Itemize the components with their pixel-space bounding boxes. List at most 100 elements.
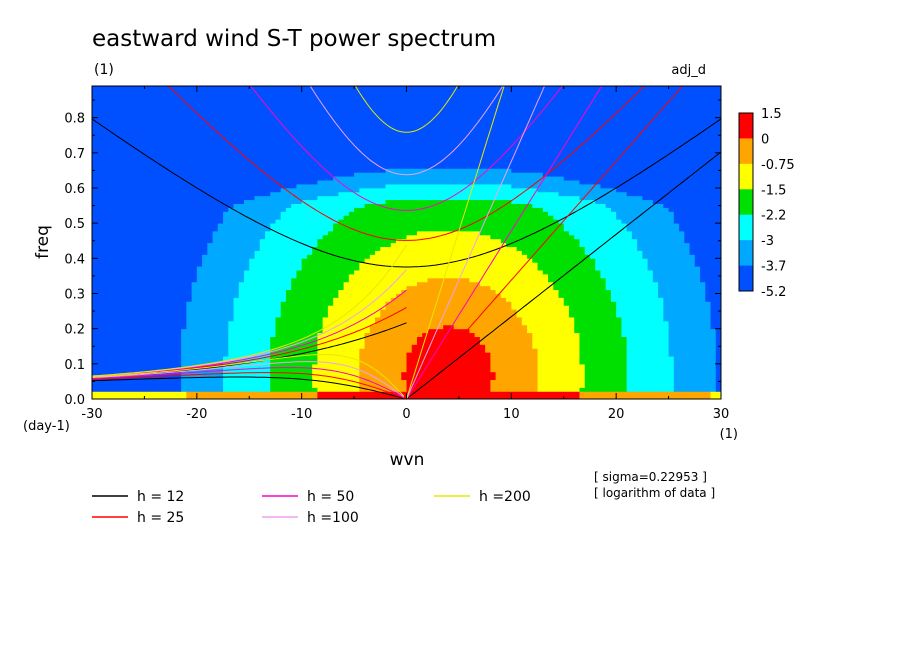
y-tick-label: 0.5 xyxy=(64,217,85,232)
contour-band-cell xyxy=(92,117,721,122)
contour-band-cell xyxy=(390,297,507,302)
chart-title: eastward wind S-T power spectrum xyxy=(92,26,496,52)
contour-band-cell xyxy=(689,246,721,251)
colorbar-swatch xyxy=(739,138,753,165)
contour-band-cell xyxy=(92,129,721,134)
dispersion-curve xyxy=(309,86,504,176)
contour-band-cell xyxy=(568,305,617,310)
contour-band-cell xyxy=(228,336,271,341)
contour-band-cell xyxy=(574,320,622,326)
contour-band-cell xyxy=(673,379,717,384)
contour-band-cell xyxy=(469,277,549,283)
contour-band-cell xyxy=(668,336,717,341)
contour-band-cell xyxy=(296,269,355,275)
contour-band-cell xyxy=(616,312,664,318)
contour-band-cell xyxy=(584,246,638,251)
contour-band-cell xyxy=(196,277,245,283)
contour-band-cell xyxy=(228,332,277,337)
contour-band-cell xyxy=(317,387,360,392)
contour-band-cell xyxy=(359,355,408,361)
contour-band-cell xyxy=(92,328,182,334)
contour-band-cell xyxy=(327,230,418,236)
contour-band-cell xyxy=(312,363,360,369)
contour-band-cell xyxy=(291,277,350,283)
contour-band-cell xyxy=(610,207,670,212)
contour-band-cell xyxy=(684,238,721,244)
contour-band-cell xyxy=(710,305,721,310)
contour-band-cell xyxy=(715,340,721,345)
contour-band-cell xyxy=(92,230,214,236)
contour-band-cell xyxy=(92,269,198,275)
colorbar-label: 1.5 xyxy=(761,107,782,122)
contour-band-cell xyxy=(563,222,628,228)
contour-band-cell xyxy=(605,203,664,208)
contour-band-cell xyxy=(223,219,277,224)
contour-band-cell xyxy=(396,238,502,244)
contour-band-cell xyxy=(705,297,721,302)
contour-band-cell xyxy=(595,258,649,263)
contour-band-cell xyxy=(296,183,387,189)
contour-band-cell xyxy=(663,316,712,322)
contour-band-cell xyxy=(202,254,256,259)
contour-band-cell xyxy=(626,375,675,381)
contour-band-cell xyxy=(673,215,721,220)
contour-band-cell xyxy=(275,316,324,322)
contour-band-cell xyxy=(317,332,366,337)
contour-band-cell xyxy=(637,242,691,248)
contour-band-cell xyxy=(312,383,360,388)
contour-band-cell xyxy=(616,211,675,216)
contour-band-cell xyxy=(92,144,721,150)
contour-band-cell xyxy=(181,344,229,349)
contour-band-cell xyxy=(537,383,586,388)
contour-band-cell xyxy=(212,234,266,240)
y-tick-label: 0.6 xyxy=(64,182,85,197)
contour-band-cell xyxy=(92,293,193,298)
contour-band-cell xyxy=(254,195,318,201)
contour-band-cell xyxy=(663,309,712,314)
contour-band-cell xyxy=(301,199,387,204)
contour-band-cell xyxy=(270,363,313,369)
y-tick-label: 0.0 xyxy=(64,393,85,408)
contour-band-cell xyxy=(537,187,617,193)
contour-band-cell xyxy=(348,277,429,283)
contour-band-cell xyxy=(537,262,596,267)
contour-band-cell xyxy=(280,305,329,310)
contour-band-cell xyxy=(317,340,366,345)
contour-band-cell xyxy=(233,309,282,314)
x-axis-label: wvn xyxy=(390,450,425,470)
contour-band-cell xyxy=(92,207,229,212)
contour-band-cell xyxy=(579,359,628,365)
contour-band-cell xyxy=(322,234,408,240)
contour-band-cell xyxy=(521,316,575,322)
contour-band-cell xyxy=(401,371,497,377)
contour-band-cell xyxy=(568,309,617,314)
contour-band-cell xyxy=(186,309,235,314)
contour-band-cell xyxy=(542,269,602,275)
contour-band-cell xyxy=(259,242,318,248)
contour-band-cell xyxy=(621,328,670,334)
contour-band-cell xyxy=(270,367,313,373)
contour-band-cell xyxy=(621,324,670,330)
contour-band-cell xyxy=(186,312,235,318)
contour-band-cell xyxy=(359,187,539,193)
contour-band-cell xyxy=(616,215,675,220)
contour-band-cell xyxy=(92,215,224,220)
contour-band-cell xyxy=(715,352,721,357)
dispersion-curve xyxy=(354,86,459,133)
contour-band-cell xyxy=(422,332,476,337)
contour-band-cell xyxy=(579,352,628,357)
contour-band-cell xyxy=(652,269,701,275)
contour-band-cell xyxy=(474,332,533,337)
colorbar-swatch xyxy=(739,163,753,190)
contour-band-cell xyxy=(92,379,182,384)
contour-band-cell xyxy=(92,336,182,341)
contour-band-cell xyxy=(652,273,701,279)
contour-band-cell xyxy=(92,109,721,114)
contour-band-cell xyxy=(694,258,721,263)
contour-band-cell xyxy=(584,250,643,255)
contour-band-cell xyxy=(527,254,591,259)
colorbar-swatch xyxy=(739,240,753,266)
colorbar-label: -3.7 xyxy=(761,260,786,275)
contour-band-cell xyxy=(553,285,607,291)
contour-band-cell xyxy=(605,285,659,291)
